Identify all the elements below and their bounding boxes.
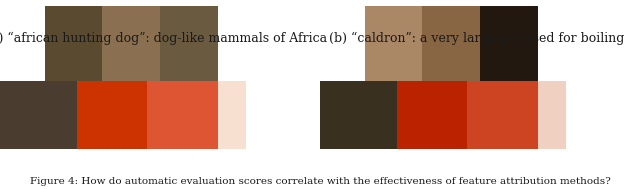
FancyBboxPatch shape (0, 6, 45, 81)
FancyBboxPatch shape (45, 6, 102, 81)
FancyBboxPatch shape (147, 81, 218, 155)
Text: Figure 4: How do automatic evaluation scores correlate with the effectiveness of: Figure 4: How do automatic evaluation sc… (29, 177, 611, 186)
FancyBboxPatch shape (320, 6, 365, 81)
FancyBboxPatch shape (422, 6, 480, 81)
FancyBboxPatch shape (480, 6, 538, 81)
FancyBboxPatch shape (0, 149, 640, 189)
FancyBboxPatch shape (160, 6, 218, 81)
FancyBboxPatch shape (77, 81, 147, 155)
FancyBboxPatch shape (0, 81, 77, 155)
FancyBboxPatch shape (365, 6, 422, 81)
Text: (b) “caldron”: a very large pot used for boiling: (b) “caldron”: a very large pot used for… (329, 32, 625, 45)
Text: (a) “african hunting dog”: dog-like mammals of Africa: (a) “african hunting dog”: dog-like mamm… (0, 32, 328, 45)
FancyBboxPatch shape (538, 81, 566, 155)
FancyBboxPatch shape (397, 81, 467, 155)
FancyBboxPatch shape (320, 81, 397, 155)
FancyBboxPatch shape (467, 81, 538, 155)
FancyBboxPatch shape (218, 81, 246, 155)
FancyBboxPatch shape (102, 6, 160, 81)
